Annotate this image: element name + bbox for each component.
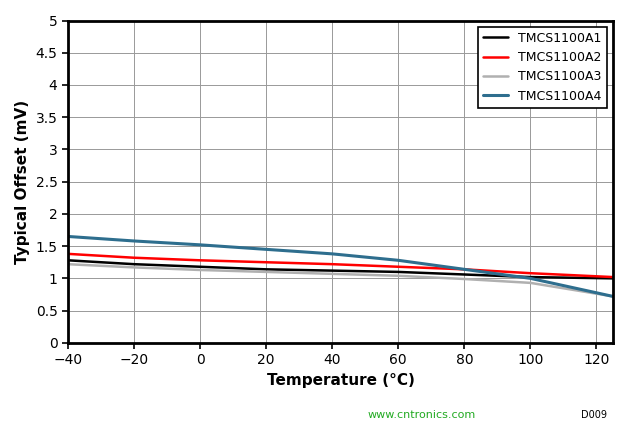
TMCS1100A2 — [328, 262, 336, 267]
TMCS1100A4 — [64, 234, 72, 239]
TMCS1100A3 — [328, 271, 336, 276]
TMCS1100A3 — [197, 268, 204, 273]
TMCS1100A3 — [527, 280, 534, 285]
TMCS1100A3 — [64, 262, 72, 267]
TMCS1100A1 — [527, 274, 534, 279]
TMCS1100A4 — [394, 258, 402, 263]
TMCS1100A4 — [609, 294, 617, 299]
TMCS1100A2 — [527, 271, 534, 276]
TMCS1100A1 — [263, 267, 270, 272]
TMCS1100A3 — [263, 269, 270, 274]
Text: D009: D009 — [581, 410, 607, 420]
TMCS1100A1 — [394, 269, 402, 274]
TMCS1100A3 — [460, 276, 468, 282]
TMCS1100A1 — [328, 268, 336, 273]
TMCS1100A2 — [394, 264, 402, 269]
TMCS1100A1 — [64, 258, 72, 263]
TMCS1100A1 — [609, 276, 617, 281]
TMCS1100A2 — [197, 258, 204, 263]
TMCS1100A2 — [64, 251, 72, 257]
TMCS1100A4 — [328, 251, 336, 257]
TMCS1100A2 — [460, 267, 468, 272]
TMCS1100A1 — [460, 272, 468, 277]
Text: www.cntronics.com: www.cntronics.com — [368, 410, 476, 420]
TMCS1100A4 — [527, 276, 534, 281]
Legend: TMCS1100A1, TMCS1100A2, TMCS1100A3, TMCS1100A4: TMCS1100A1, TMCS1100A2, TMCS1100A3, TMCS… — [479, 27, 607, 108]
TMCS1100A3 — [609, 294, 617, 299]
TMCS1100A3 — [394, 273, 402, 278]
Line: TMCS1100A1: TMCS1100A1 — [68, 260, 613, 279]
Line: TMCS1100A2: TMCS1100A2 — [68, 254, 613, 277]
TMCS1100A4 — [197, 242, 204, 247]
TMCS1100A2 — [609, 274, 617, 279]
TMCS1100A2 — [263, 260, 270, 265]
TMCS1100A4 — [263, 247, 270, 252]
X-axis label: Temperature (°C): Temperature (°C) — [266, 373, 414, 388]
Line: TMCS1100A3: TMCS1100A3 — [68, 264, 613, 296]
TMCS1100A1 — [130, 262, 138, 267]
TMCS1100A1 — [197, 264, 204, 269]
TMCS1100A4 — [460, 267, 468, 272]
TMCS1100A4 — [130, 238, 138, 243]
TMCS1100A2 — [130, 255, 138, 260]
TMCS1100A3 — [130, 265, 138, 270]
Line: TMCS1100A4: TMCS1100A4 — [68, 237, 613, 296]
Y-axis label: Typical Offset (mV): Typical Offset (mV) — [15, 100, 30, 264]
